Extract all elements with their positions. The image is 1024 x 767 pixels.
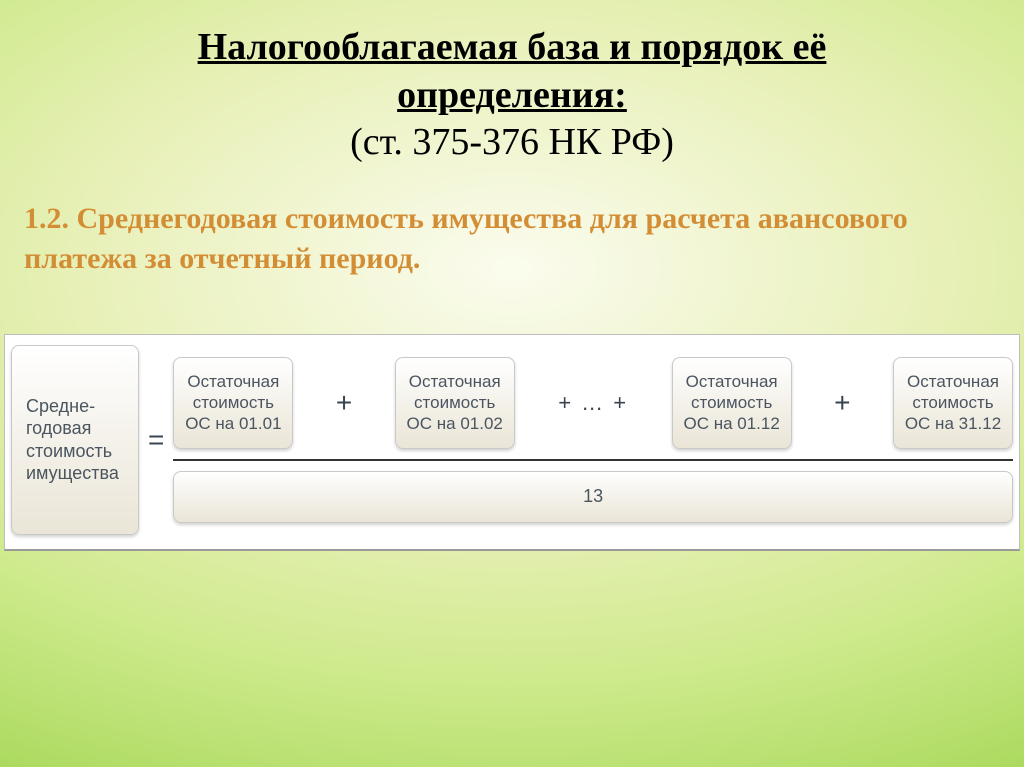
title-line1: Налогооблагаемая база и порядок её (198, 26, 827, 68)
title-sub: (ст. 375-376 НК РФ) (350, 121, 674, 163)
ellipsis: + … + (556, 390, 630, 416)
plus-icon: + (335, 387, 353, 419)
numerator: Остаточная стоимость ОС на 01.01 + Остат… (173, 357, 1013, 461)
denominator-chip: 13 (173, 471, 1013, 523)
plus-icon: + (833, 387, 851, 419)
title-block: Налогооблагаемая база и порядок её опред… (0, 0, 1024, 175)
formula-panel: Средне-годовая стоимость имущества = Ост… (4, 334, 1020, 551)
residual-value-0101: Остаточная стоимость ОС на 01.01 (173, 357, 293, 449)
equals-sign: = (147, 424, 165, 456)
fraction: Остаточная стоимость ОС на 01.01 + Остат… (173, 357, 1013, 523)
title-line2: определения: (397, 74, 627, 116)
avg-annual-value-chip: Средне-годовая стоимость имущества (11, 345, 139, 535)
lead-text: 1.2. Среднегодовая стоимость имущества д… (0, 175, 1024, 280)
residual-value-0112: Остаточная стоимость ОС на 01.12 (672, 357, 792, 449)
residual-value-0102: Остаточная стоимость ОС на 01.02 (395, 357, 515, 449)
residual-value-3112: Остаточная стоимость ОС на 31.12 (893, 357, 1013, 449)
